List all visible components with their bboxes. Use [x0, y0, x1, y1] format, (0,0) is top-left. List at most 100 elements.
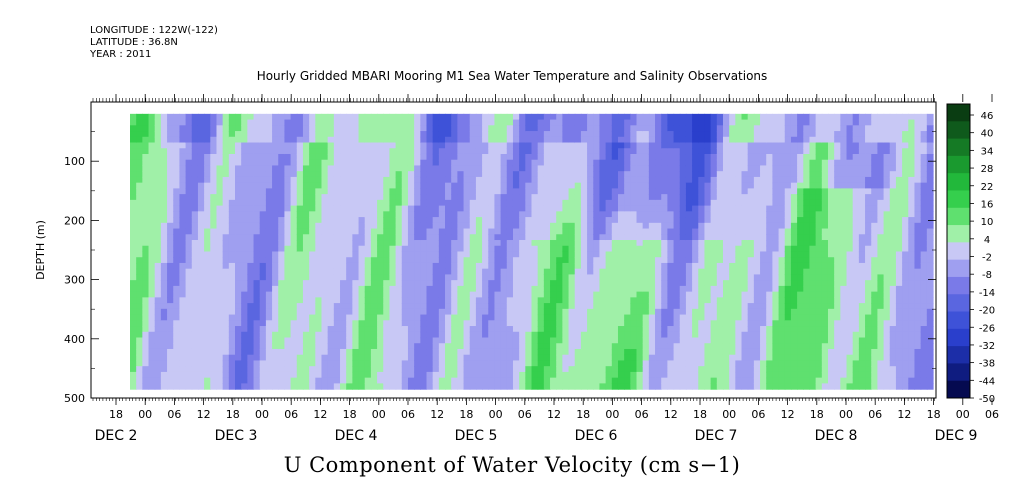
heatmap-cell — [556, 228, 563, 235]
heatmap-cell — [179, 234, 187, 241]
heatmap-cell — [482, 314, 489, 321]
heatmap-cell — [692, 343, 699, 350]
heatmap-cell — [537, 240, 545, 247]
heatmap-cell — [241, 377, 248, 384]
heatmap-cell — [593, 199, 601, 207]
heatmap-cell — [284, 222, 292, 230]
heatmap-cell — [611, 348, 619, 356]
heatmap-cell — [136, 165, 143, 172]
heatmap-cell — [154, 308, 162, 316]
heatmap-cell — [210, 348, 218, 356]
heatmap-cell — [611, 234, 619, 241]
heatmap-cell — [525, 199, 533, 207]
heatmap-cell — [401, 257, 409, 264]
heatmap-cell — [370, 303, 378, 310]
heatmap-cell — [500, 188, 508, 195]
heatmap-cell — [624, 297, 631, 304]
heatmap-cell — [148, 171, 156, 178]
heatmap-cell — [222, 142, 230, 149]
heatmap-cell — [216, 377, 224, 384]
heatmap-cell — [710, 171, 718, 178]
heatmap-cell — [210, 245, 218, 253]
heatmap-cell — [642, 348, 650, 356]
heatmap-cell — [130, 337, 137, 344]
heatmap-cell — [667, 337, 675, 344]
heatmap-cell — [667, 371, 675, 379]
heatmap-cell — [704, 205, 712, 212]
heatmap-cell — [315, 234, 323, 241]
heatmap-cell — [259, 153, 267, 161]
heatmap-cell — [253, 240, 261, 247]
heatmap-cell — [352, 326, 360, 333]
heatmap-cell — [340, 217, 347, 224]
heatmap-cell — [142, 308, 150, 316]
heatmap-cell — [482, 366, 489, 373]
heatmap-cell — [377, 136, 384, 144]
heatmap-cell — [333, 257, 341, 264]
heatmap-cell — [729, 280, 736, 287]
heatmap-cell — [407, 343, 415, 350]
heatmap-cell — [525, 171, 533, 178]
heatmap-cell — [309, 188, 316, 195]
heatmap-cell — [216, 251, 224, 258]
heatmap-cell — [315, 343, 323, 350]
heatmap-cell — [278, 297, 286, 304]
heatmap-cell — [599, 343, 607, 350]
heatmap-cell — [556, 320, 563, 327]
heatmap-cell — [611, 337, 619, 344]
heatmap-cell — [519, 188, 526, 195]
heatmap-cell — [488, 291, 496, 298]
heatmap-cell — [309, 268, 316, 276]
heatmap-cell — [284, 211, 292, 218]
heatmap-cell — [636, 222, 644, 230]
heatmap-cell — [550, 285, 557, 293]
heatmap-cell — [469, 176, 477, 184]
heatmap-cell — [364, 343, 372, 350]
heatmap-cell — [395, 113, 403, 121]
heatmap-cell — [228, 326, 236, 333]
heatmap-cell — [716, 285, 724, 293]
heatmap-cell — [550, 251, 557, 258]
heatmap-cell — [377, 343, 384, 350]
heatmap-cell — [661, 377, 668, 384]
heatmap-cell — [667, 148, 675, 155]
heatmap-cell — [247, 354, 255, 362]
heatmap-cell — [716, 188, 724, 195]
heatmap-cell — [438, 199, 446, 207]
heatmap-cell — [204, 171, 211, 178]
heatmap-cell — [241, 285, 248, 293]
heatmap-cell — [401, 383, 409, 390]
heatmap-cell — [698, 222, 706, 230]
heatmap-cell — [679, 343, 687, 350]
heatmap-cell — [624, 176, 631, 184]
heatmap-cell — [556, 262, 563, 270]
heatmap-cell — [661, 240, 668, 247]
heatmap-cell — [327, 125, 335, 132]
heatmap-cell — [228, 354, 236, 362]
heatmap-cell — [346, 331, 353, 339]
heatmap-cell — [550, 297, 557, 304]
heatmap-cell — [358, 119, 366, 126]
heatmap-cell — [395, 211, 403, 218]
heatmap-cell — [463, 240, 471, 247]
heatmap-cell — [692, 240, 699, 247]
heatmap-cell — [130, 366, 137, 373]
heatmap-cell — [136, 377, 143, 384]
heatmap-cell — [426, 377, 434, 384]
heatmap-cell — [729, 257, 736, 264]
heatmap-cell — [704, 240, 712, 247]
heatmap-cell — [617, 245, 625, 253]
heatmap-cell — [599, 303, 607, 310]
heatmap-cell — [395, 159, 403, 167]
heatmap-cell — [519, 240, 526, 247]
heatmap-cell — [333, 343, 341, 350]
heatmap-cell — [729, 245, 736, 253]
heatmap-cell — [432, 308, 440, 316]
heatmap-cell — [235, 308, 242, 316]
heatmap-cell — [710, 113, 718, 121]
heatmap-cell — [204, 131, 211, 138]
heatmap-cell — [241, 188, 248, 195]
heatmap-cell — [698, 285, 706, 293]
heatmap-cell — [445, 234, 452, 241]
heatmap-cell — [383, 234, 391, 241]
